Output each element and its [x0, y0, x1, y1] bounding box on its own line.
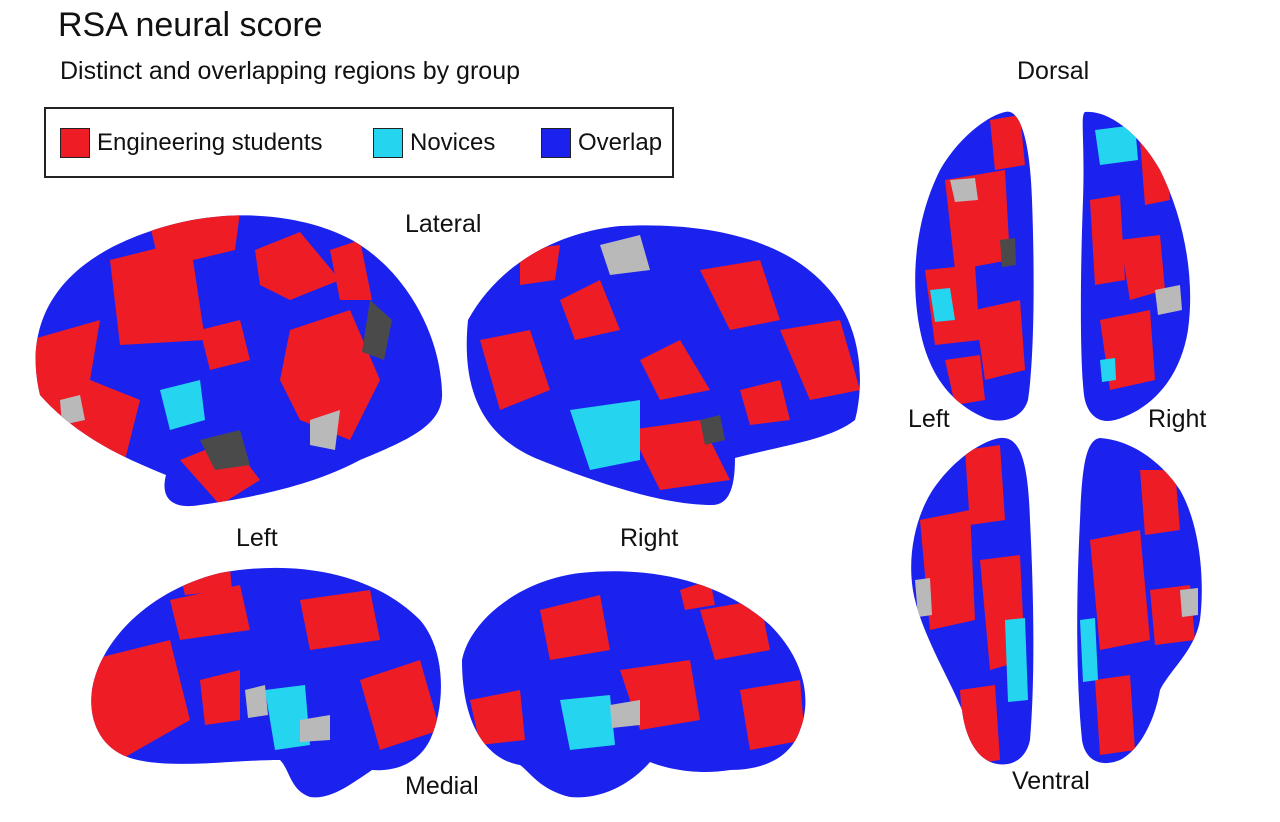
brain-lateral-right [466, 225, 860, 506]
figure-title: RSA neural score [58, 6, 323, 44]
view-label-left-dv: Left [908, 405, 950, 433]
legend-label-novices: Novices [410, 128, 496, 156]
brain-lateral-left [35, 215, 443, 507]
view-label-right-dv: Right [1148, 405, 1207, 433]
legend-label-engineering: Engineering students [97, 128, 323, 156]
view-label-right: Right [620, 524, 679, 552]
legend-item-engineering: Engineering students [60, 109, 323, 176]
legend-label-overlap: Overlap [578, 128, 663, 156]
legend-item-overlap: Overlap [541, 109, 662, 176]
view-label-ventral: Ventral [1012, 767, 1090, 795]
legend-swatch-overlap [541, 127, 571, 158]
view-label-medial: Medial [405, 772, 479, 800]
view-label-lateral: Lateral [405, 210, 482, 238]
brain-dorsal-right [1080, 111, 1191, 421]
legend-item-novices: Novices [373, 109, 495, 176]
brain-medial-left [91, 567, 441, 798]
view-label-dorsal: Dorsal [1017, 57, 1090, 85]
brain-ventral-right [1077, 438, 1202, 764]
legend-swatch-engineering [60, 127, 90, 158]
brain-dorsal-left [915, 111, 1034, 421]
brain-ventral-left [911, 437, 1034, 765]
figure-subtitle: Distinct and overlapping regions by grou… [60, 57, 520, 85]
view-label-left: Left [236, 524, 278, 552]
legend: Engineering students Novices Overlap [44, 107, 674, 178]
brain-medial-right [462, 571, 806, 798]
legend-swatch-novices [373, 127, 403, 158]
